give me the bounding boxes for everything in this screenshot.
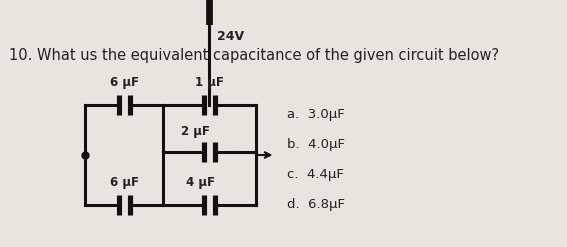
- Text: d.  6.8μF: d. 6.8μF: [287, 198, 345, 211]
- Text: c.  4.4μF: c. 4.4μF: [287, 168, 344, 181]
- Text: a.  3.0μF: a. 3.0μF: [287, 108, 345, 121]
- Text: 24V: 24V: [217, 30, 244, 43]
- Text: 1 μF: 1 μF: [195, 76, 224, 89]
- Text: 4 μF: 4 μF: [186, 176, 215, 189]
- Text: 6 μF: 6 μF: [110, 76, 139, 89]
- Text: 6 μF: 6 μF: [110, 176, 139, 189]
- Text: b.  4.0μF: b. 4.0μF: [287, 138, 345, 151]
- Text: 2 μF: 2 μF: [181, 125, 210, 138]
- Text: 10. What us the equivalent capacitance of the given circuit below?: 10. What us the equivalent capacitance o…: [9, 47, 499, 62]
